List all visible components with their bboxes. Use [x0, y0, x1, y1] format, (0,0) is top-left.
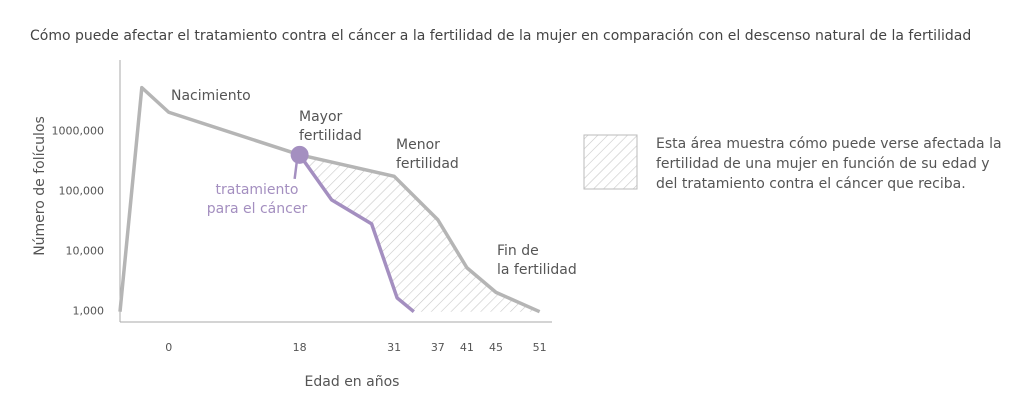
chart-title: Cómo puede afectar el tratamiento contra… — [30, 28, 971, 44]
legend-text: Esta área muestra cómo puede verse afect… — [656, 136, 1002, 152]
x-tick-label: 18 — [293, 341, 307, 354]
x-tick-label: 37 — [431, 341, 445, 354]
x-tick-label: 31 — [387, 341, 401, 354]
x-axis-label: Edad en años — [305, 374, 400, 390]
legend-swatch — [583, 134, 638, 190]
annotation: la fertilidad — [497, 262, 577, 278]
legend-text: fertilidad de una mujer en función de su… — [656, 156, 990, 172]
hatched-area — [299, 154, 540, 312]
y-tick-label: 10,000 — [66, 245, 105, 258]
x-tick-label: 45 — [489, 341, 503, 354]
data-line — [298, 153, 415, 314]
data-line — [118, 85, 541, 314]
x-tick-label: 51 — [533, 341, 547, 354]
annotation: Menor — [396, 137, 440, 153]
y-tick-label: 1,000 — [73, 305, 105, 318]
y-tick-label: 100,000 — [59, 185, 105, 198]
annotation: fertilidad — [299, 128, 362, 144]
x-tick-label: 0 — [165, 341, 172, 354]
annotation: Nacimiento — [171, 88, 251, 104]
annotation: Mayor — [299, 109, 343, 125]
y-axis-label: Número de folículos — [32, 116, 48, 256]
legend-text: del tratamiento contra el cáncer que rec… — [656, 176, 966, 192]
annotation: tratamiento — [216, 182, 299, 198]
annotation: Fin de — [497, 243, 539, 259]
point — [290, 145, 309, 164]
y-tick-label: 1000,000 — [52, 125, 105, 138]
x-tick-label: 41 — [460, 341, 474, 354]
annotation: para el cáncer — [207, 201, 308, 217]
annotation: fertilidad — [396, 156, 459, 172]
